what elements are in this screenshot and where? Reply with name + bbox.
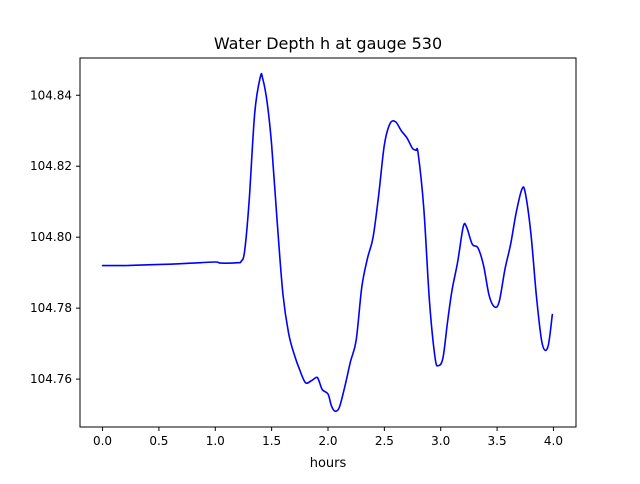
plot-area-frame (79, 57, 577, 428)
y-tick-label: 104.78 (30, 301, 72, 315)
x-tick-label: 0.5 (149, 434, 168, 448)
y-tick-label: 104.82 (30, 159, 72, 173)
x-tick-label: 0.0 (93, 434, 112, 448)
x-tick-label: 2.5 (375, 434, 394, 448)
x-tick-label: 2.0 (318, 434, 337, 448)
chart-title: Water Depth h at gauge 530 (214, 34, 442, 53)
x-tick-label: 4.0 (544, 434, 563, 448)
series-line-0 (101, 72, 554, 412)
y-tick-label: 104.84 (30, 88, 72, 102)
x-axis-label: hours (310, 456, 347, 471)
x-tick-label: 3.5 (488, 434, 507, 448)
y-axis: 104.76 104.78 104.80 104.82 104.84 (30, 88, 80, 386)
plot-content (101, 72, 554, 412)
y-tick-label: 104.80 (30, 230, 72, 244)
x-tick-label: 1.0 (206, 434, 225, 448)
x-tick-label: 1.5 (262, 434, 281, 448)
x-axis: 0.0 0.5 1.0 1.5 2.0 2.5 3.0 3.5 4.0 (93, 427, 563, 448)
x-tick-label: 3.0 (431, 434, 450, 448)
y-tick-label: 104.76 (30, 372, 72, 386)
